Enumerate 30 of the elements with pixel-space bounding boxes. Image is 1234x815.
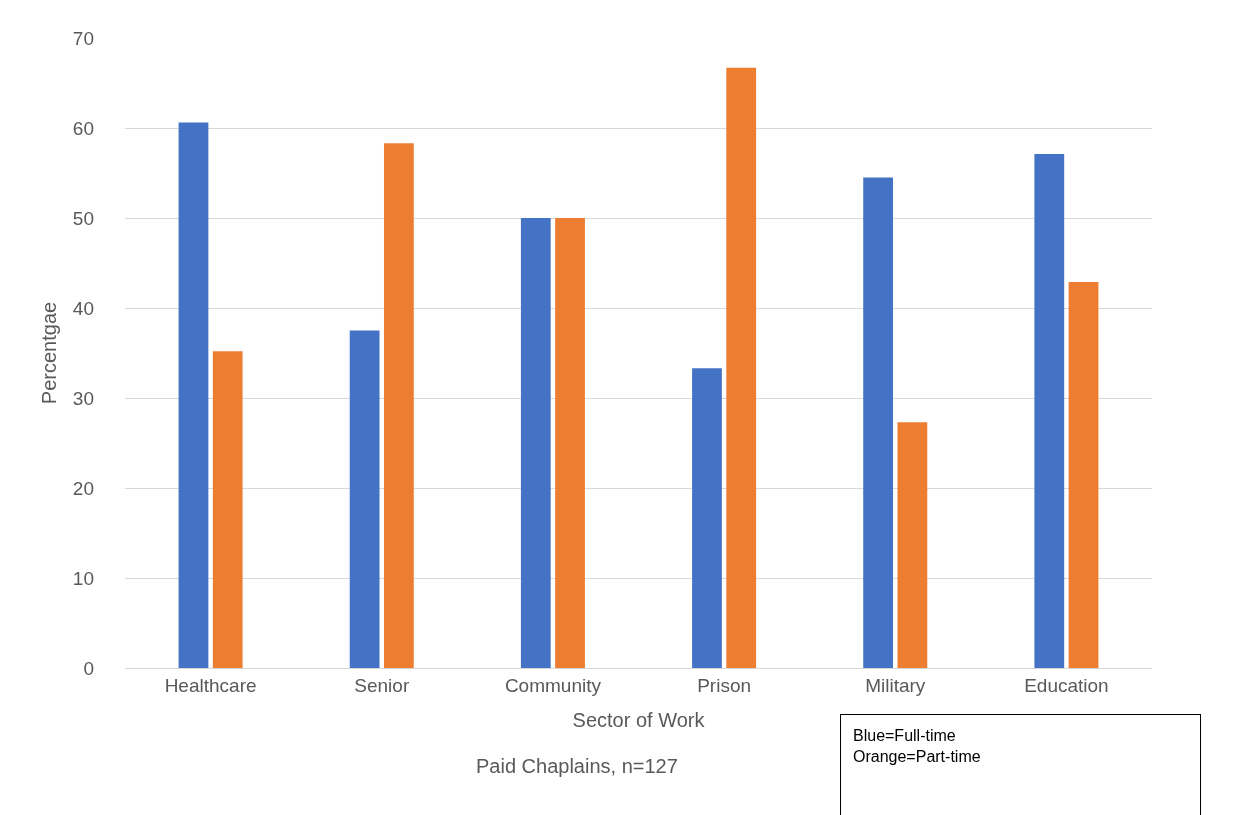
bar [1068, 281, 1099, 668]
bar [178, 122, 209, 668]
bar [692, 368, 722, 668]
y-tick-label: 50 [72, 207, 94, 229]
y-tick-label: 30 [72, 387, 94, 409]
bar [863, 177, 894, 668]
text: Blue=Full-time Orange=Part-time [853, 727, 981, 765]
bar [212, 351, 243, 668]
text: Paid Chaplains, n=127 [476, 755, 678, 777]
x-axis-title: Sector of Work [572, 709, 706, 732]
bar [555, 218, 585, 668]
x-tick-label: Prison [697, 674, 752, 696]
x-tick-label: Community [504, 674, 602, 696]
y-tick-label: 40 [72, 297, 94, 319]
bar [897, 422, 928, 668]
y-tick-label: 10 [72, 567, 94, 589]
y-tick-label: 20 [72, 477, 94, 499]
x-tick-label: Military [865, 674, 926, 696]
bar [383, 143, 414, 668]
y-tick-label: 70 [72, 27, 94, 49]
y-axis-title: Percentgae [38, 301, 61, 405]
bar [1034, 154, 1065, 668]
y-tick-label: 0 [83, 657, 94, 679]
x-tick-label: Education [1024, 674, 1109, 696]
bar [726, 67, 757, 668]
bar [349, 330, 380, 668]
x-tick-label: Healthcare [164, 674, 257, 696]
y-tick-label: 60 [72, 117, 94, 139]
x-tick-label: Senior [354, 674, 410, 696]
bar [520, 218, 551, 668]
